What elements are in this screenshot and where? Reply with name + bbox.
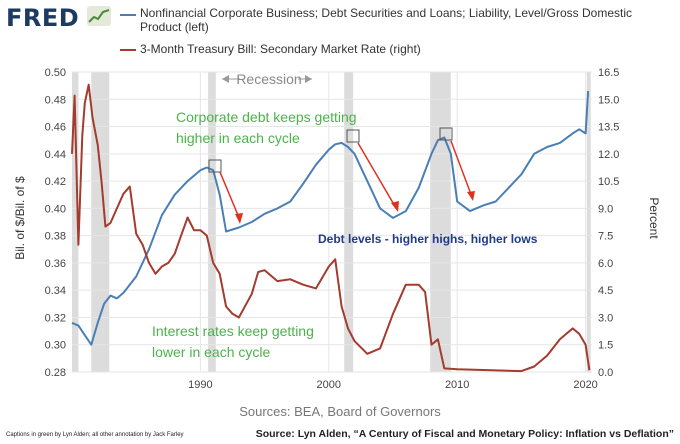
left-tick-label: 0.38 bbox=[45, 231, 66, 243]
recession-band bbox=[430, 72, 451, 372]
right-axis-label: Percent bbox=[647, 197, 661, 239]
right-tick-label: 10.5 bbox=[598, 176, 619, 188]
caption-attribution: Captions in green by Lyn Alden; all othe… bbox=[6, 432, 184, 438]
legend-label-debt: Nonfinancial Corporate Business; Debt Se… bbox=[140, 6, 633, 34]
annotation-debt-levels: Debt levels - higher highs, higher lows bbox=[318, 232, 538, 246]
fred-logo: FRED bbox=[6, 4, 80, 32]
left-tick-label: 0.36 bbox=[45, 258, 66, 270]
annotation-rates-line2: lower in each cycle bbox=[152, 344, 270, 360]
x-tick-label: 2000 bbox=[317, 379, 341, 391]
right-tick-label: 3.0 bbox=[598, 312, 613, 324]
left-tick-label: 0.42 bbox=[45, 176, 66, 188]
left-tick-label: 0.28 bbox=[45, 367, 66, 379]
fred-chart-icon bbox=[87, 6, 111, 26]
peak-box-2008 bbox=[439, 127, 453, 141]
grid-lines bbox=[72, 71, 592, 373]
annotation-rates-line1: Interest rates keep getting bbox=[152, 323, 314, 339]
left-tick-label: 0.34 bbox=[45, 285, 66, 297]
sources-label: Sources: BEA, Board of Governors bbox=[239, 404, 441, 419]
right-tick-label: 9.0 bbox=[598, 203, 613, 215]
recession-band bbox=[344, 72, 354, 372]
series-line-debt bbox=[71, 91, 590, 346]
recession-label: Recession bbox=[236, 71, 301, 87]
left-tick-label: 0.44 bbox=[45, 149, 66, 161]
right-tick-label: 12.0 bbox=[598, 149, 619, 161]
left-tick-label: 0.32 bbox=[45, 312, 66, 324]
caption-source: Source: Lyn Alden, “A Century of Fiscal … bbox=[255, 428, 674, 440]
annotation-debt-line2: higher in each cycle bbox=[176, 130, 300, 146]
decline-arrow-1990 bbox=[219, 171, 241, 221]
left-tick-label: 0.50 bbox=[45, 67, 66, 79]
left-tick-label: 0.46 bbox=[45, 122, 66, 134]
right-tick-label: 4.5 bbox=[598, 285, 613, 297]
right-axis-ticks: 0.0 1.5 3.0 4.5 6.0 7.5 9.0 10.5 12.0 13.5 15.0 16.… bbox=[598, 67, 619, 379]
x-tick-label: 2010 bbox=[445, 379, 469, 391]
right-tick-label: 6.0 bbox=[598, 258, 613, 270]
series-line-tbill bbox=[71, 83, 591, 373]
x-axis-ticks: 1990 2000 2010 2020 bbox=[188, 379, 598, 391]
recession-band bbox=[91, 72, 110, 372]
left-axis-ticks: 0.28 0.30 0.32 0.34 0.36 0.38 0.40 0.42 0.44 0.46… bbox=[45, 67, 66, 379]
peak-box-2000 bbox=[346, 129, 360, 143]
peak-box-1990 bbox=[208, 159, 222, 173]
decline-arrow-2000 bbox=[357, 142, 397, 209]
left-tick-label: 0.30 bbox=[45, 340, 66, 352]
left-tick-label: 0.48 bbox=[45, 94, 66, 106]
x-tick-label: 2020 bbox=[573, 379, 597, 391]
left-axis-label: Bil. of $/Bil. of $ bbox=[13, 176, 27, 260]
series-lines bbox=[71, 83, 591, 373]
annotation-layer: Recession Corporate debt keeps getting h… bbox=[152, 70, 538, 360]
right-tick-label: 13.5 bbox=[598, 122, 619, 134]
right-tick-label: 7.5 bbox=[598, 231, 613, 243]
legend-label-tbill: 3-Month Treasury Bill: Secondary Market … bbox=[140, 42, 421, 56]
left-tick-label: 0.40 bbox=[45, 203, 66, 215]
right-tick-label: 0.0 bbox=[598, 367, 613, 379]
x-tick-label: 1990 bbox=[188, 379, 212, 391]
annotation-debt-line1: Corporate debt keeps getting bbox=[176, 109, 357, 125]
recession-band bbox=[72, 72, 79, 372]
right-tick-label: 15.0 bbox=[598, 94, 619, 106]
decline-arrow-2008 bbox=[450, 140, 473, 198]
right-tick-label: 16.5 bbox=[598, 67, 619, 79]
chart-header: FRED Nonfinancial Corporate Business; De… bbox=[0, 0, 680, 60]
right-tick-label: 1.5 bbox=[598, 340, 613, 352]
recession-band bbox=[586, 72, 591, 372]
legend-swatch-tbill bbox=[120, 49, 136, 51]
legend-swatch-debt bbox=[120, 14, 136, 16]
recession-bands bbox=[72, 72, 591, 372]
recession-band bbox=[208, 72, 216, 372]
